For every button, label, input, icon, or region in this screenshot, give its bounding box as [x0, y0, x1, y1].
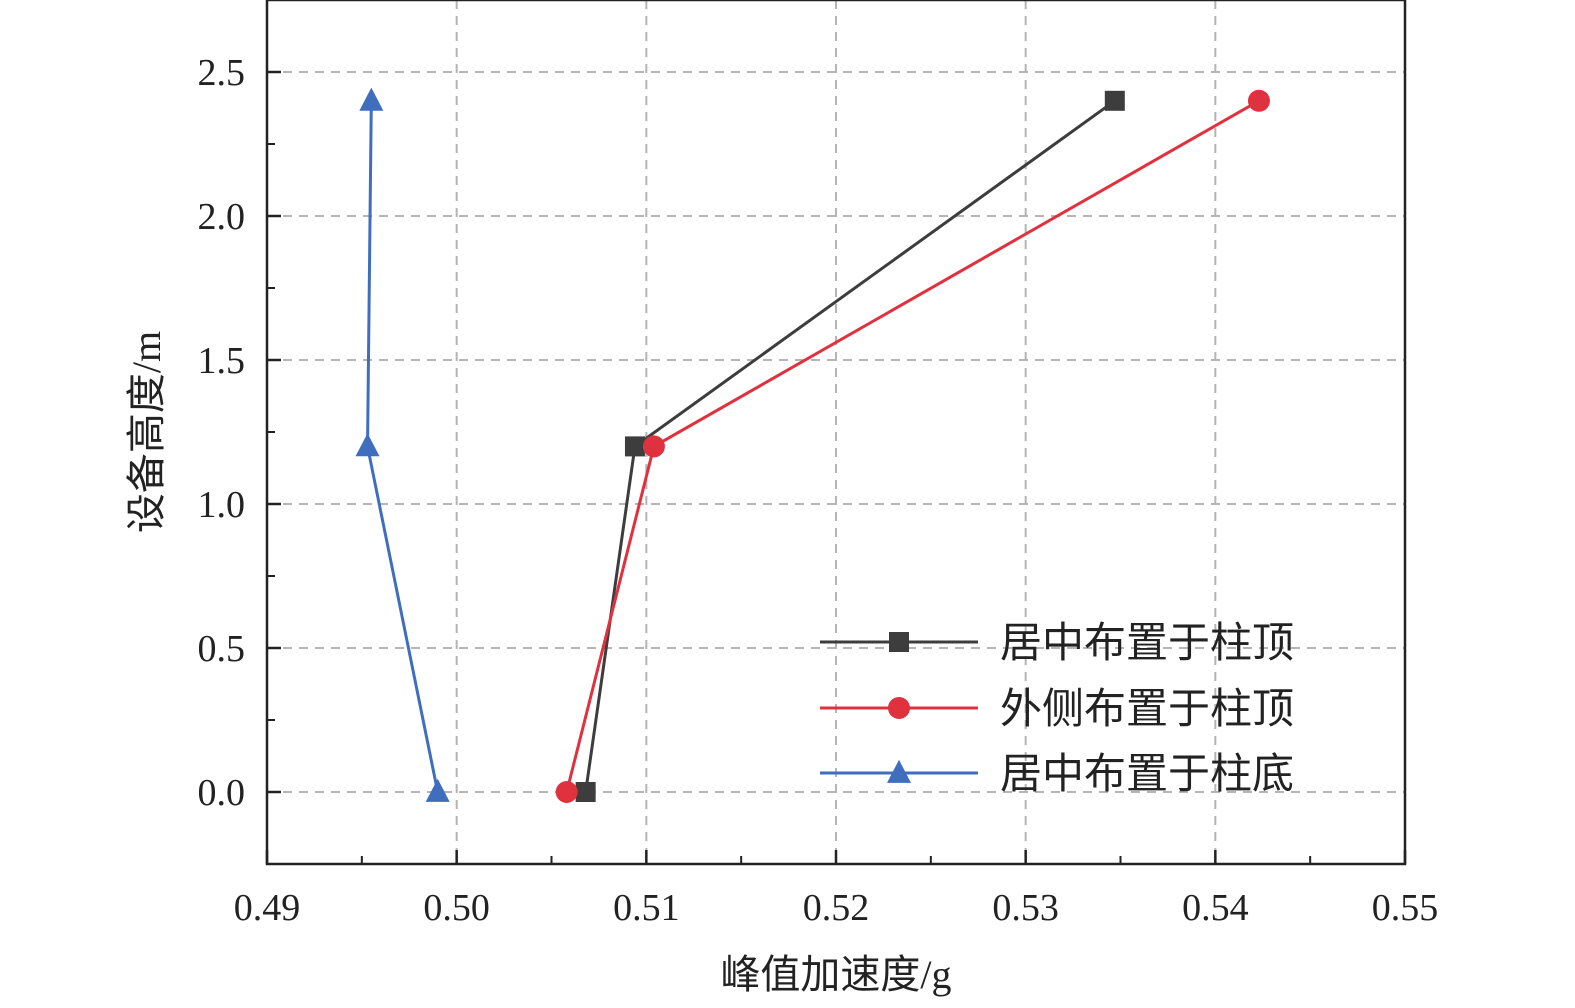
data-point-circle [1247, 89, 1270, 112]
legend-label: 居中布置于柱底 [1000, 752, 1294, 798]
axes: 0.49 0.50 0.51 0.52 0.53 0.54 0.55 0.0 0.5 1.0 1.5… [198, 0, 1439, 929]
data-point-triangle [355, 433, 380, 457]
x-tick-label: 0.54 [1182, 887, 1249, 929]
series-line [366, 100, 440, 793]
legend-label: 外侧布置于柱顶 [1000, 687, 1294, 733]
data-point-square [575, 782, 596, 802]
y-tick-label: 0.0 [198, 772, 246, 814]
y-tick-label: 1.5 [198, 340, 246, 382]
data-point-circle [555, 781, 578, 803]
y-tick-label: 2.5 [198, 52, 246, 94]
x-tick-label: 0.53 [992, 887, 1059, 929]
legend-label: 居中布置于柱顶 [1000, 621, 1294, 667]
x-tick-label: 0.51 [613, 887, 680, 929]
x-tick-label: 0.55 [1372, 887, 1439, 929]
x-axis-title: 峰值加速度/g [720, 952, 951, 997]
y-tick-label: 1.0 [198, 484, 246, 526]
data-point-triangle [425, 778, 450, 802]
legend-marker-square [889, 632, 909, 652]
legend-marker-triangle [887, 759, 911, 783]
y-tick-label: 0.5 [198, 628, 246, 670]
legend-marker-circle [888, 697, 910, 719]
y-axis-title: 设备高度/m [124, 331, 169, 533]
data-point-triangle [359, 87, 384, 111]
x-tick-label: 0.49 [234, 887, 301, 929]
y-tick-label: 2.0 [198, 196, 246, 238]
grid [267, 0, 1405, 864]
x-tick-label: 0.50 [423, 887, 490, 929]
data-point-square [624, 436, 645, 457]
data-point-square [1104, 90, 1125, 111]
series-lines [355, 87, 1270, 803]
data-point-circle [642, 435, 665, 458]
x-tick-label: 0.52 [803, 887, 870, 929]
